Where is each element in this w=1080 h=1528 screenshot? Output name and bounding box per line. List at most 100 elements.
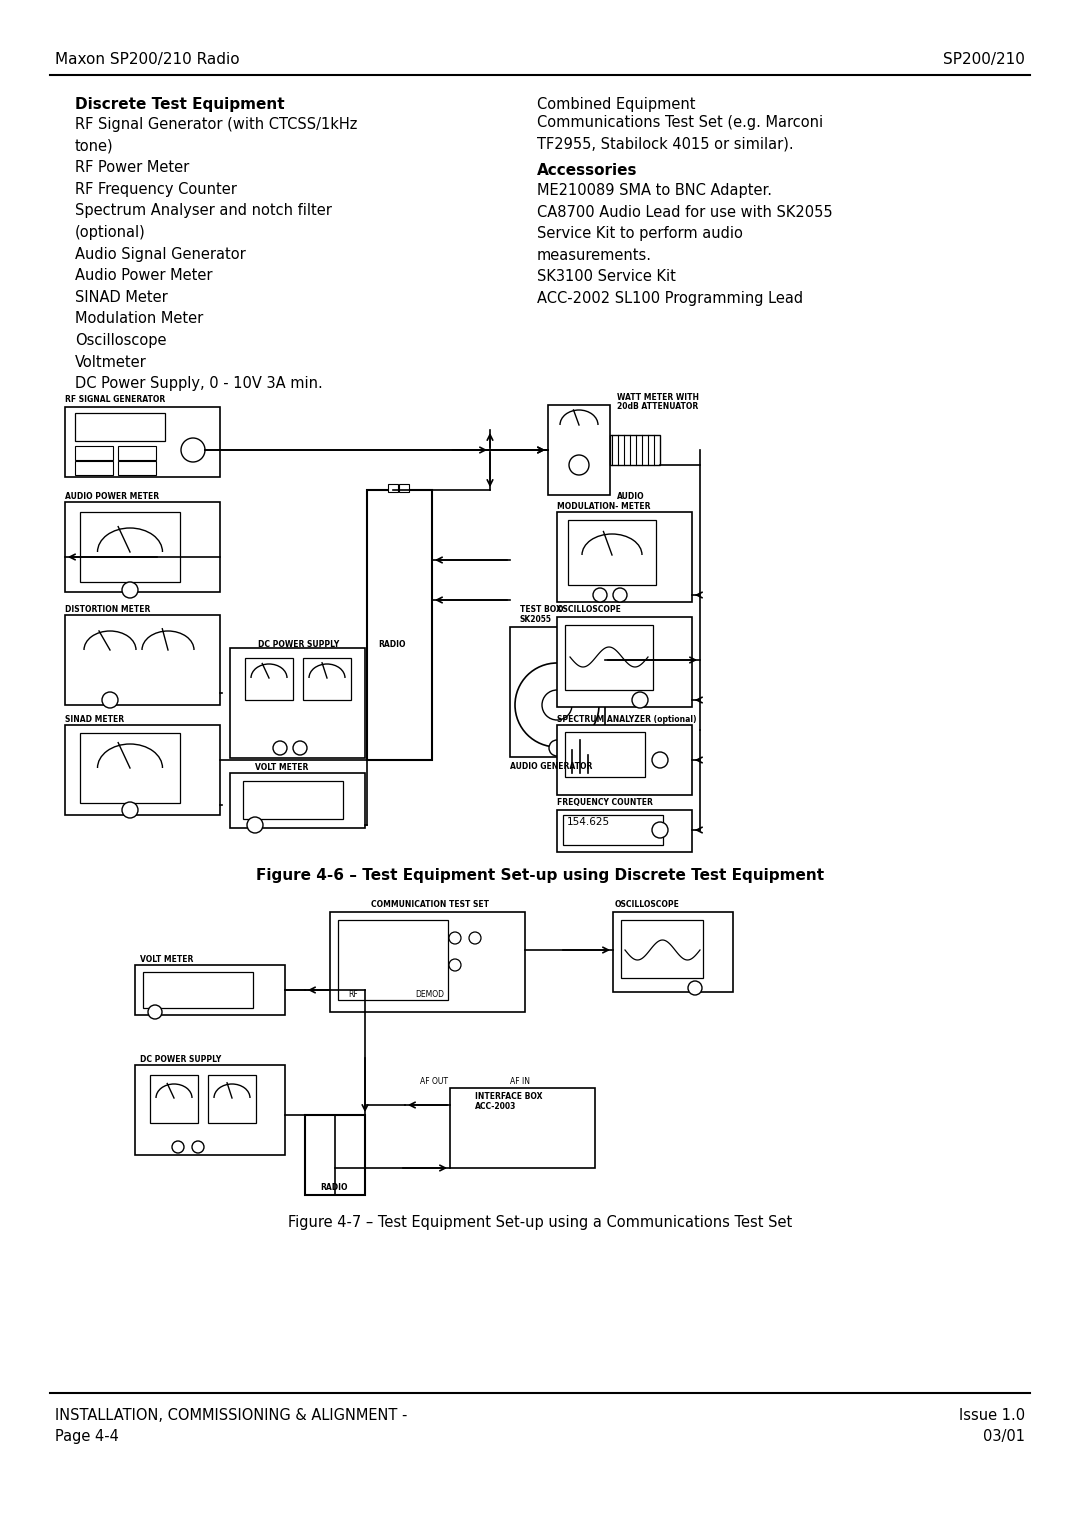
Text: DC POWER SUPPLY: DC POWER SUPPLY bbox=[258, 640, 339, 649]
Circle shape bbox=[652, 822, 669, 837]
Bar bbox=[65, 503, 220, 591]
Text: FREQUENCY COUNTER: FREQUENCY COUNTER bbox=[557, 798, 653, 807]
Bar bbox=[65, 406, 220, 477]
Text: AUDIO GENERATOR: AUDIO GENERATOR bbox=[510, 762, 592, 772]
Bar bbox=[557, 512, 692, 602]
Text: SINAD METER: SINAD METER bbox=[65, 715, 124, 724]
Text: MODULATION- METER: MODULATION- METER bbox=[557, 503, 650, 510]
Text: WATT METER WITH: WATT METER WITH bbox=[617, 393, 699, 402]
Text: DISTORTION METER: DISTORTION METER bbox=[65, 605, 150, 614]
Bar bbox=[450, 1088, 595, 1167]
Text: Combined Equipment: Combined Equipment bbox=[537, 96, 696, 112]
Bar bbox=[399, 484, 409, 492]
Text: AUDIO POWER METER: AUDIO POWER METER bbox=[65, 492, 159, 501]
Bar bbox=[367, 490, 432, 759]
Text: VOLT METER: VOLT METER bbox=[255, 762, 309, 772]
Circle shape bbox=[632, 692, 648, 707]
Circle shape bbox=[688, 981, 702, 995]
Text: Accessories: Accessories bbox=[537, 163, 637, 177]
Circle shape bbox=[122, 802, 138, 817]
Text: Figure 4-7 – Test Equipment Set-up using a Communications Test Set: Figure 4-7 – Test Equipment Set-up using… bbox=[288, 1215, 792, 1230]
Bar bbox=[230, 648, 365, 758]
Bar bbox=[243, 781, 343, 819]
Circle shape bbox=[652, 752, 669, 769]
Text: Communications Test Set (e.g. Marconi
TF2955, Stabilock 4015 or similar).: Communications Test Set (e.g. Marconi TF… bbox=[537, 115, 823, 151]
Text: RF SIGNAL GENERATOR: RF SIGNAL GENERATOR bbox=[65, 396, 165, 403]
Bar bbox=[557, 810, 692, 853]
Text: OSCILLOSCOPE: OSCILLOSCOPE bbox=[557, 605, 622, 614]
Text: SP200/210: SP200/210 bbox=[943, 52, 1025, 67]
Bar bbox=[245, 659, 293, 700]
Bar bbox=[75, 413, 165, 442]
Text: Discrete Test Equipment: Discrete Test Equipment bbox=[75, 96, 285, 112]
Bar bbox=[557, 617, 692, 707]
Text: RADIO: RADIO bbox=[320, 1183, 348, 1192]
Text: ME210089 SMA to BNC Adapter.
CA8700 Audio Lead for use with SK2055
Service Kit t: ME210089 SMA to BNC Adapter. CA8700 Audi… bbox=[537, 183, 833, 306]
Text: Maxon SP200/210 Radio: Maxon SP200/210 Radio bbox=[55, 52, 240, 67]
Text: SPECTRUM ANALYZER (optional): SPECTRUM ANALYZER (optional) bbox=[557, 715, 697, 724]
Bar bbox=[65, 724, 220, 814]
Circle shape bbox=[148, 1005, 162, 1019]
Bar bbox=[135, 1065, 285, 1155]
Circle shape bbox=[569, 455, 589, 475]
Bar bbox=[613, 912, 733, 992]
Circle shape bbox=[293, 741, 307, 755]
Circle shape bbox=[449, 932, 461, 944]
Bar bbox=[510, 626, 605, 756]
Text: RF Signal Generator (with CTCSS/1kHz
tone)
RF Power Meter
RF Frequency Counter
S: RF Signal Generator (with CTCSS/1kHz ton… bbox=[75, 118, 357, 391]
Bar bbox=[610, 435, 660, 465]
Bar bbox=[150, 1076, 198, 1123]
Text: RF: RF bbox=[348, 990, 357, 999]
Bar bbox=[548, 405, 610, 495]
Bar bbox=[65, 614, 220, 704]
Bar bbox=[80, 733, 180, 804]
Bar bbox=[565, 625, 653, 691]
Text: ACC-2003: ACC-2003 bbox=[475, 1102, 516, 1111]
Text: AF IN: AF IN bbox=[510, 1077, 530, 1086]
Text: AUDIO: AUDIO bbox=[617, 492, 645, 501]
Bar bbox=[565, 732, 645, 778]
Text: Issue 1.0
03/01: Issue 1.0 03/01 bbox=[959, 1407, 1025, 1444]
Bar bbox=[557, 724, 692, 795]
Bar bbox=[230, 773, 365, 828]
Text: VOLT METER: VOLT METER bbox=[140, 955, 193, 964]
Bar bbox=[118, 446, 156, 460]
Circle shape bbox=[549, 740, 565, 756]
Bar bbox=[568, 520, 656, 585]
Circle shape bbox=[542, 691, 572, 720]
Bar bbox=[330, 912, 525, 1012]
Circle shape bbox=[172, 1141, 184, 1154]
Bar bbox=[563, 814, 663, 845]
Text: RADIO: RADIO bbox=[378, 640, 405, 649]
Text: Figure 4-6 – Test Equipment Set-up using Discrete Test Equipment: Figure 4-6 – Test Equipment Set-up using… bbox=[256, 868, 824, 883]
Bar bbox=[208, 1076, 256, 1123]
Circle shape bbox=[515, 663, 599, 747]
Circle shape bbox=[449, 960, 461, 970]
Circle shape bbox=[122, 582, 138, 597]
Bar bbox=[388, 484, 399, 492]
Bar bbox=[338, 920, 448, 999]
Text: INTERFACE BOX: INTERFACE BOX bbox=[475, 1093, 542, 1102]
Text: AF OUT: AF OUT bbox=[420, 1077, 448, 1086]
Circle shape bbox=[192, 1141, 204, 1154]
Circle shape bbox=[273, 741, 287, 755]
Bar bbox=[143, 972, 253, 1008]
Text: 20dB ATTENUATOR: 20dB ATTENUATOR bbox=[617, 402, 699, 411]
Text: COMMUNICATION TEST SET: COMMUNICATION TEST SET bbox=[372, 900, 489, 909]
Bar bbox=[135, 966, 285, 1015]
Bar bbox=[118, 461, 156, 475]
Bar bbox=[75, 461, 113, 475]
Text: 154.625: 154.625 bbox=[567, 817, 610, 827]
Bar bbox=[80, 512, 180, 582]
Circle shape bbox=[593, 588, 607, 602]
Text: DC POWER SUPPLY: DC POWER SUPPLY bbox=[140, 1054, 221, 1063]
Circle shape bbox=[613, 588, 627, 602]
Bar bbox=[305, 1115, 365, 1195]
Circle shape bbox=[469, 932, 481, 944]
Text: TEST BOX: TEST BOX bbox=[519, 605, 562, 614]
Text: SK2055: SK2055 bbox=[519, 614, 552, 623]
Bar bbox=[621, 920, 703, 978]
Circle shape bbox=[102, 692, 118, 707]
Text: DEMOD: DEMOD bbox=[415, 990, 444, 999]
Circle shape bbox=[247, 817, 264, 833]
